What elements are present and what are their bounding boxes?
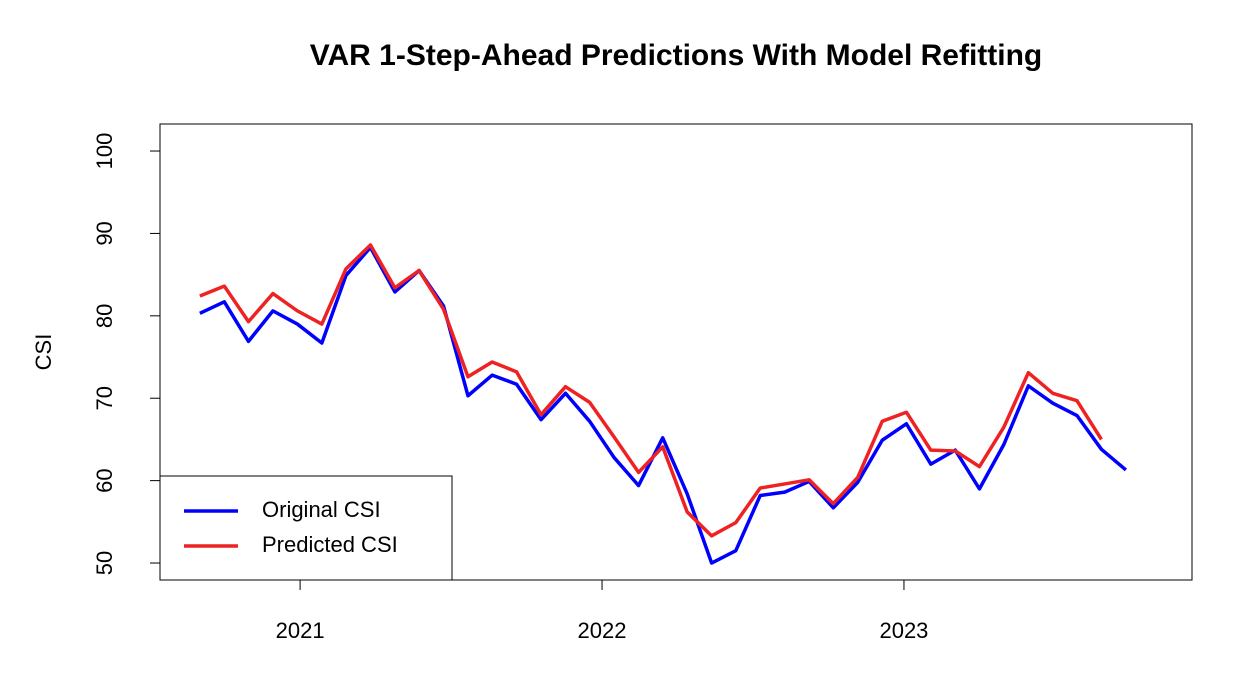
y-tick-label: 50 — [92, 551, 117, 575]
legend-box — [159, 475, 453, 581]
x-tick-label: 2023 — [879, 618, 928, 643]
y-tick-label: 80 — [92, 304, 117, 328]
y-tick-label: 90 — [92, 221, 117, 245]
legend-label: Predicted CSI — [262, 532, 398, 557]
plot-frame — [159, 123, 1193, 581]
y-tick-label: 100 — [92, 133, 117, 170]
x-tick-label: 2021 — [276, 618, 325, 643]
y-tick-label: 60 — [92, 468, 117, 492]
series-line — [199, 243, 1103, 538]
y-axis-label: CSI — [31, 334, 56, 371]
y-tick-label: 70 — [92, 386, 117, 410]
series-line — [199, 245, 1128, 565]
legend-label: Original CSI — [262, 497, 381, 522]
chart-title: VAR 1-Step-Ahead Predictions With Model … — [310, 39, 1043, 72]
x-tick-label: 2022 — [578, 618, 627, 643]
